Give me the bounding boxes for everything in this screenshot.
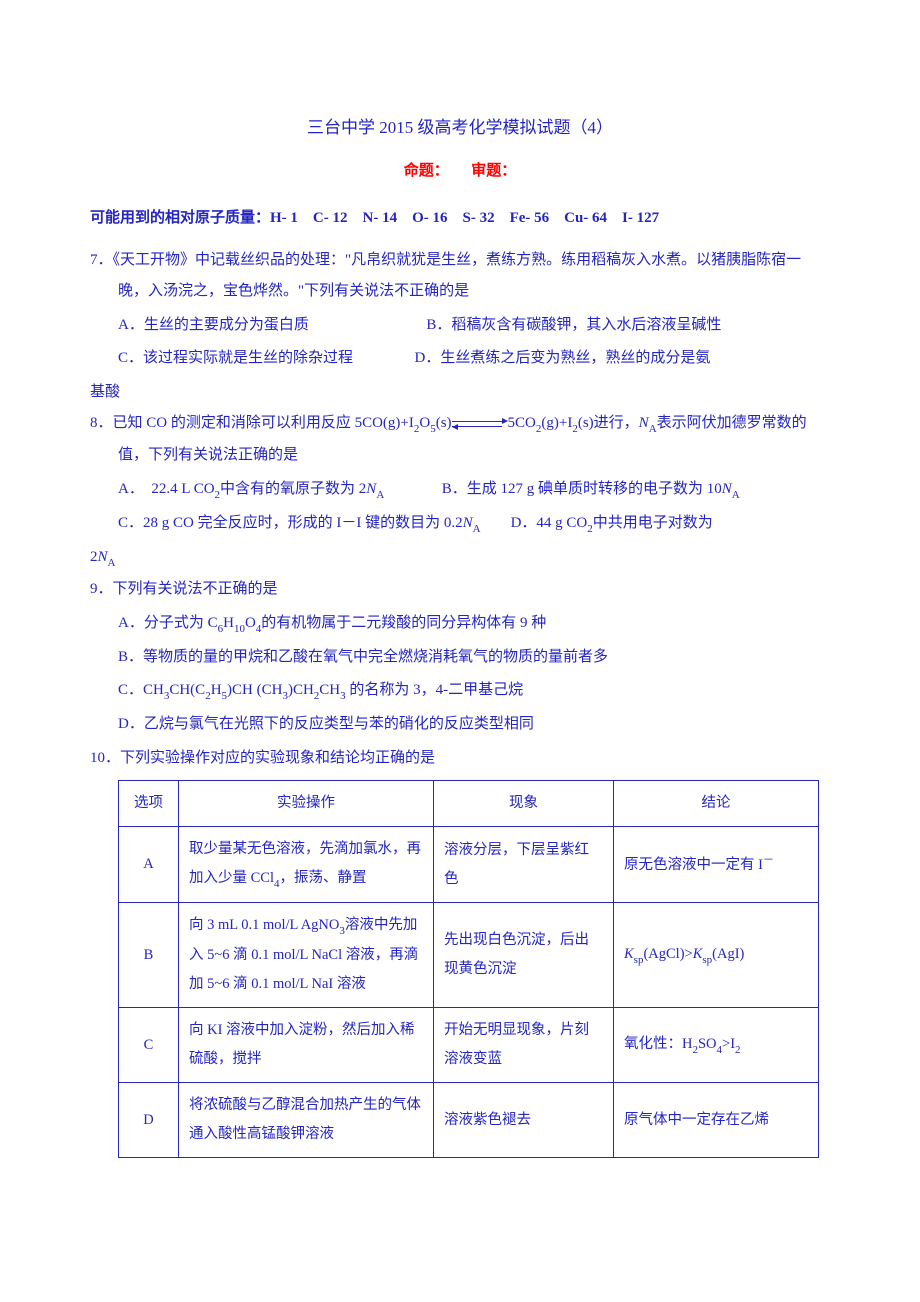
rowA-phenomenon: 溶液分层，下层呈紫红色	[434, 827, 614, 903]
q8-optD-tail: 2NA	[90, 542, 830, 574]
rowB-c2: (AgCl)>	[643, 946, 692, 962]
q7-opt-cd: C．该过程实际就是生丝的除杂过程 D．生丝煮练之后变为熟丝，熟丝的成分是氨	[118, 343, 830, 375]
rowA-operation: 取少量某无色溶液，先滴加氯水，再加入少量 CCl4，振荡、静置	[179, 827, 434, 903]
q8-s3: (s)	[436, 415, 452, 431]
sub-title: 命题： 审题：	[90, 156, 830, 188]
equilibrium-arrow-icon	[452, 418, 508, 430]
rowD-operation: 将浓硫酸与乙醇混合加热产生的气体通入酸性高锰酸钾溶液	[179, 1083, 434, 1158]
q9-c5: )CH	[288, 682, 314, 698]
q7-optD-pre: D．生丝煮练之后变为熟丝，熟丝的成分是氨	[415, 350, 711, 366]
q8-s2: O	[419, 415, 430, 431]
table-row: C 向 KI 溶液中加入淀粉，然后加入稀硫酸，搅拌 开始无明显现象，片刻溶液变蓝…	[119, 1008, 819, 1083]
q9-c2: CH(C	[169, 682, 205, 698]
rowC-c1: 氧化性：H	[624, 1036, 692, 1052]
q8-opt-ab: A． 22.4 L CO2中含有的氧原子数为 2NA B．生成 127 g 碘单…	[118, 474, 830, 506]
rowA-op1: 取少量某无色溶液，先滴加氯水，	[189, 841, 407, 857]
q8-s5: (g)+I	[541, 415, 572, 431]
table-row: A 取少量某无色溶液，先滴加氯水，再加入少量 CCl4，振荡、静置 溶液分层，下…	[119, 827, 819, 903]
atomic-mass-line: 可能用到的相对原子质量：H- 1 C- 12 N- 14 O- 16 S- 32…	[90, 203, 830, 235]
q9-stem: 9．下列有关说法不正确的是	[90, 574, 830, 606]
q10-table: 选项 实验操作 现象 结论 A 取少量某无色溶液，先滴加氯水，再加入少量 CCl…	[118, 780, 819, 1158]
q8-stem: 8．已知 CO 的测定和消除可以利用反应 5CO(g)+I2O5(s)5CO2(…	[90, 408, 830, 472]
rowB-conclusion: Ksp(AgCl)>Ksp(AgI)	[614, 903, 819, 1008]
q7-optA: A．生丝的主要成分为蛋白质	[118, 317, 309, 333]
rowB-c3: K	[693, 946, 703, 962]
table-header-row: 选项 实验操作 现象 结论	[119, 781, 819, 827]
q9-optA: A．分子式为 C6H10O4的有机物属于二元羧酸的同分异构体有 9 种	[118, 608, 830, 640]
q9-c6: CH	[319, 682, 340, 698]
question-8: 8．已知 CO 的测定和消除可以利用反应 5CO(g)+I2O5(s)5CO2(…	[90, 408, 830, 574]
question-7: 7．《天工开物》中记载丝织品的处理："凡帛织就犹是生丝，煮练方熟。练用稻稿灰入水…	[90, 245, 830, 409]
rowD-opt: D	[119, 1083, 179, 1158]
q9-a3: O	[245, 615, 256, 631]
rowC-opt: C	[119, 1008, 179, 1083]
th-ph: 现象	[434, 781, 614, 827]
q9-a2: H	[223, 615, 234, 631]
q7-optB: B．稻稿灰含有碳酸钾，其入水后溶液呈碱性	[426, 317, 721, 333]
q8-d1: D．44 g CO	[511, 515, 588, 531]
q7-optC: C．该过程实际就是生丝的除杂过程	[118, 350, 353, 366]
rowC-conclusion: 氧化性：H2SO4>I2	[614, 1008, 819, 1083]
q8-s4: 5CO	[508, 415, 536, 431]
q9-optC: C．CH3CH(C2H5)CH (CH3)CH2CH3 的名称为 3，4-二甲基…	[118, 675, 830, 707]
q9-c7: 的名称为 3，4-二甲基己烷	[346, 682, 524, 698]
rowB-opt: B	[119, 903, 179, 1008]
rowC-phenomenon: 开始无明显现象，片刻溶液变蓝	[434, 1008, 614, 1083]
rowB-c1: K	[624, 946, 634, 962]
q7-optD-tail: 基酸	[90, 377, 830, 409]
q8-d2: 中共用电子对数为	[593, 515, 713, 531]
q8-a1: A． 22.4 L CO	[118, 481, 215, 497]
q7-opt-ab: A．生丝的主要成分为蛋白质 B．稻稿灰含有碳酸钾，其入水后溶液呈碱性	[118, 310, 830, 342]
q9-c3: H	[211, 682, 222, 698]
th-op: 实验操作	[179, 781, 434, 827]
rowA-opt: A	[119, 827, 179, 903]
q9-optD: D．乙烷与氯气在光照下的反应类型与苯的硝化的反应类型相同	[118, 709, 830, 741]
q9-optB: B．等物质的量的甲烷和乙酸在氧气中完全燃烧消耗氧气的物质的量前者多	[118, 642, 830, 674]
rowC-c3: >I	[722, 1036, 735, 1052]
q7-stem: 7．《天工开物》中记载丝织品的处理："凡帛织就犹是生丝，煮练方熟。练用稻稿灰入水…	[90, 245, 830, 308]
rowB-op1: 向 3 mL 0.1 mol/L AgNO	[189, 917, 339, 933]
q8-s6: (s)进行，	[578, 415, 639, 431]
q8-a2: 中含有的氧原子数为 2	[220, 481, 366, 497]
q8-opt-cd: C．28 g CO 完全反应时，形成的 I－I 键的数目为 0.2NA D．44…	[118, 508, 830, 540]
rowA-conclusion: 原无色溶液中一定有 I－	[614, 827, 819, 903]
rowC-c2: SO	[698, 1036, 717, 1052]
q9-a4: 的有机物属于二元羧酸的同分异构体有 9 种	[261, 615, 546, 631]
q9-c1: C．CH	[118, 682, 164, 698]
table-row: D 将浓硫酸与乙醇混合加热产生的气体通入酸性高锰酸钾溶液 溶液紫色褪去 原气体中…	[119, 1083, 819, 1158]
rowD-phenomenon: 溶液紫色褪去	[434, 1083, 614, 1158]
rowA-c2: －	[763, 854, 774, 866]
rowD-conclusion: 原气体中一定存在乙烯	[614, 1083, 819, 1158]
th-opt: 选项	[119, 781, 179, 827]
rowB-operation: 向 3 mL 0.1 mol/L AgNO3溶液中先加入 5~6 滴 0.1 m…	[179, 903, 434, 1008]
rowC-operation: 向 KI 溶液中加入淀粉，然后加入稀硫酸，搅拌	[179, 1008, 434, 1083]
rowB-phenomenon: 先出现白色沉淀，后出现黄色沉淀	[434, 903, 614, 1008]
page-title: 三台中学 2015 级高考化学模拟试题（4）	[90, 110, 830, 146]
question-9: 9．下列有关说法不正确的是 A．分子式为 C6H10O4的有机物属于二元羧酸的同…	[90, 574, 830, 741]
q10-stem: 10．下列实验操作对应的实验现象和结论均正确的是	[90, 743, 830, 775]
q9-a1: A．分子式为 C	[118, 615, 218, 631]
table-row: B 向 3 mL 0.1 mol/L AgNO3溶液中先加入 5~6 滴 0.1…	[119, 903, 819, 1008]
q8-s1: 8．已知 CO 的测定和消除可以利用反应 5CO(g)+I	[90, 415, 414, 431]
question-10: 10．下列实验操作对应的实验现象和结论均正确的是 选项 实验操作 现象 结论 A…	[90, 743, 830, 1158]
q8-d3: 2	[90, 549, 98, 565]
rowB-c4: (AgI)	[712, 946, 744, 962]
q8-b: B．生成 127 g 碘单质时转移的电子数为 10	[442, 481, 722, 497]
q9-c4: )CH (CH	[227, 682, 282, 698]
rowA-c1: 原无色溶液中一定有 I	[624, 857, 763, 873]
q8-c: C．28 g CO 完全反应时，形成的 I－I 键的数目为 0.2	[118, 515, 463, 531]
th-concl: 结论	[614, 781, 819, 827]
rowA-op3: ，振荡、静置	[280, 870, 367, 886]
